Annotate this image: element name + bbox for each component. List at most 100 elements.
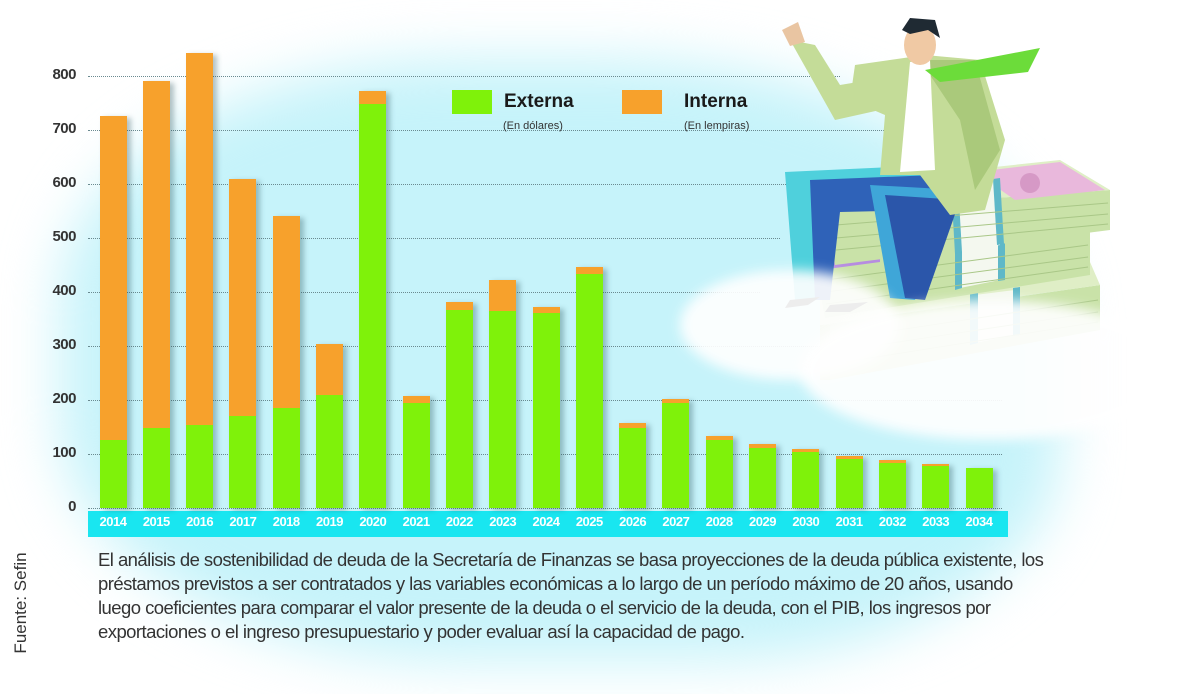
x-tick-label: 2017 (229, 514, 257, 529)
x-tick-label: 2032 (878, 514, 906, 529)
grid-line (88, 130, 1002, 131)
x-tick-label: 2019 (316, 514, 343, 529)
legend-label-externa: Externa (504, 91, 574, 112)
x-tick-label: 2025 (575, 514, 603, 529)
bar-segment-externa (445, 309, 473, 508)
description-line: El análisis de sostenibilidad de deuda d… (98, 549, 1044, 570)
bar-2026 (619, 423, 647, 508)
bar-2014 (99, 115, 127, 508)
bar-segment-externa (575, 274, 603, 508)
y-tick-label: 600 (52, 174, 76, 191)
x-tick-label: 2029 (749, 514, 776, 529)
description-line: préstamos previstos a ser contratados y … (98, 573, 1013, 594)
bar-segment-externa (878, 463, 906, 508)
bar-2020 (359, 91, 387, 508)
bar-segment-interna (142, 81, 170, 429)
bar-2017 (229, 179, 257, 508)
source-credit: Fuente: Sefin (11, 552, 30, 654)
bar-2033 (922, 464, 950, 508)
bar-segment-interna (705, 435, 733, 440)
x-tick-label: 2016 (186, 514, 214, 529)
bar-segment-externa (316, 395, 343, 508)
bar-2027 (662, 398, 690, 508)
x-tick-label: 2024 (532, 514, 560, 529)
bar-segment-interna (792, 448, 820, 452)
bar-segment-externa (186, 424, 214, 508)
bar-2019 (316, 343, 343, 508)
bar-segment-interna (532, 306, 560, 313)
bar-segment-interna (878, 459, 906, 464)
bar-segment-interna (272, 215, 300, 409)
bar-2028 (705, 435, 733, 508)
bar-segment-externa (705, 439, 733, 508)
y-tick-label: 200 (52, 390, 76, 407)
bar-segment-interna (749, 443, 776, 448)
bar-2030 (792, 448, 820, 508)
x-tick-label: 2028 (705, 514, 733, 529)
bar-segment-interna (229, 179, 257, 416)
bar-segment-interna (489, 280, 517, 312)
bar-segment-interna (835, 456, 863, 460)
legend-swatch-externa (452, 90, 492, 114)
grid-line (88, 184, 800, 185)
description-line: luego coeficientes para comparar el valo… (98, 597, 991, 618)
x-tick-label: 2031 (835, 514, 863, 529)
y-tick-label: 400 (52, 282, 76, 299)
bar-segment-externa (619, 427, 647, 508)
bar-segment-externa (359, 103, 387, 508)
bar-segment-externa (489, 311, 517, 508)
bar-2031 (835, 456, 863, 508)
legend-swatch-interna (622, 90, 662, 114)
bar-segment-externa (835, 459, 863, 508)
bar-segment-interna (186, 52, 214, 425)
bar-2015 (142, 81, 170, 508)
x-axis-band (88, 511, 1008, 537)
bar-segment-externa (532, 312, 560, 508)
x-tick-label: 2026 (619, 514, 647, 529)
bar-segment-interna (316, 343, 343, 396)
bar-segment-externa (965, 468, 993, 508)
bar-segment-externa (229, 415, 257, 508)
bar-2025 (575, 267, 603, 508)
bar-segment-externa (749, 447, 776, 508)
bar-segment-interna (99, 115, 127, 440)
bar-segment-interna (445, 302, 473, 310)
bar-segment-interna (922, 464, 950, 466)
y-tick-label: 100 (52, 444, 76, 461)
grid-line (88, 508, 1002, 509)
grid-line (88, 238, 780, 239)
bar-segment-interna (575, 267, 603, 275)
bar-segment-interna (662, 398, 690, 403)
bar-segment-interna (619, 423, 647, 428)
y-tick-label: 500 (52, 228, 76, 245)
description-paragraph: El análisis de sostenibilidad de deuda d… (98, 548, 1098, 644)
legend-label-interna: Interna (684, 91, 748, 112)
description-line: exportaciones o el ingreso presupuestari… (98, 621, 745, 642)
x-tick-label: 2023 (489, 514, 517, 529)
x-tick-label: 2030 (792, 514, 820, 529)
x-tick-label: 2034 (965, 514, 993, 529)
y-tick-label: 800 (52, 66, 76, 83)
bar-segment-externa (272, 408, 300, 508)
x-tick-label: 2033 (922, 514, 950, 529)
bar-segment-interna (359, 91, 387, 104)
legend-sub-externa: (En dólares) (503, 120, 563, 132)
bar-segment-externa (142, 428, 170, 508)
businessman-sitting-on-money-stacks-icon (680, 0, 1200, 440)
x-tick-label: 2027 (662, 514, 690, 529)
bar-2029 (749, 443, 776, 508)
bar-2021 (402, 396, 430, 508)
bar-2023 (489, 280, 517, 508)
y-tick-label: 700 (52, 120, 76, 137)
x-tick-label: 2014 (99, 514, 127, 529)
bar-segment-externa (402, 402, 430, 508)
y-tick-label: 0 (68, 498, 76, 515)
bar-2016 (186, 52, 214, 508)
bar-segment-externa (662, 402, 690, 508)
bar-2032 (878, 459, 906, 508)
x-tick-label: 2015 (142, 514, 170, 529)
x-tick-label: 2021 (402, 514, 430, 529)
bar-2024 (532, 306, 560, 508)
x-tick-label: 2018 (272, 514, 300, 529)
